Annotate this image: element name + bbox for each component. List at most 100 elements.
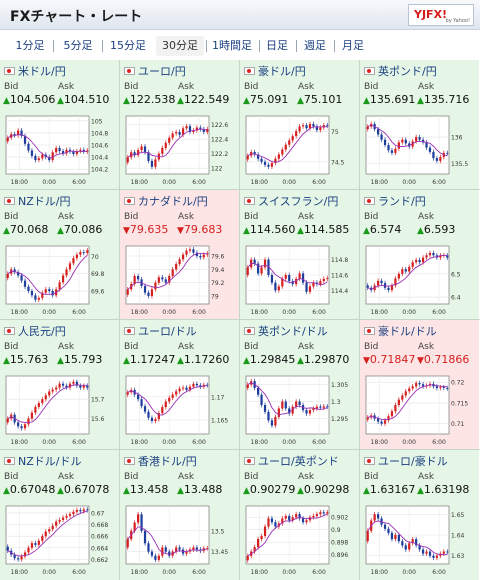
pair-link[interactable]: 人民元/円 (4, 323, 66, 339)
candlestick-chart[interactable]: 0.902 0.9 0.898 0.896 18:00 0:00 6:00 (243, 502, 356, 578)
pair-link[interactable]: 英ポンド/円 (364, 63, 437, 79)
candle-body (154, 282, 157, 290)
flag-icon (244, 457, 255, 465)
bid-value: 1.63167 (363, 483, 416, 496)
candlestick-chart[interactable]: 1.305 1.3 1.295 18:00 0:00 6:00 (243, 372, 356, 448)
candlestick-chart[interactable]: 0.72 0.715 0.71 18:00 0:00 6:00 (363, 372, 476, 448)
pair-link[interactable]: 英ポンド/ドル (244, 323, 328, 339)
candle-body (428, 551, 432, 556)
tab-weekly[interactable]: 週足 (304, 39, 326, 52)
candle-body (147, 543, 150, 552)
candle-body (305, 410, 308, 414)
candle-body (154, 555, 157, 560)
candle-body (380, 134, 383, 140)
candle-body (65, 515, 68, 518)
logo-sub-text: by Yahoo! (445, 18, 470, 24)
candlestick-chart[interactable]: 1.65 1.64 1.63 18:00 0:00 6:00 (363, 502, 476, 578)
pair-link[interactable]: NZドル/円 (4, 193, 70, 209)
rate-card-gbp-usd[interactable]: 英ポンド/ドル Bid Ask1.29845 1.29870 1.305 1.3 1.295… (240, 320, 359, 450)
candlestick-chart[interactable]: 105 104.8 104.6 104.4 104.2 18:00 0:00 6:00 (3, 112, 116, 188)
tab-daily[interactable]: 日足 (266, 39, 288, 52)
candle-body (37, 158, 40, 161)
rate-card-hkd-jpy[interactable]: 香港ドル/円 Bid Ask 13.458 13.488 13.5 13.45 18:00 0:… (120, 450, 239, 580)
rate-card-nzd-usd[interactable]: NZドル/ドル Bid Ask0.67048 0.67078 0.67 0.668 0.66… (0, 450, 119, 580)
rate-card-eur-jpy[interactable]: ユーロ/円 Bid Ask122.538 122.549 122.6 122.4 122.2… (120, 60, 239, 190)
rate-card-eur-gbp[interactable]: ユーロ/英ポンド Bid Ask0.90279 0.90298 0.902 0.9 0.89… (240, 450, 359, 580)
candle-body (270, 420, 274, 426)
candle-body (140, 399, 143, 407)
bid-label: Bid (364, 472, 379, 482)
rate-card-chf-jpy[interactable]: スイスフラン/円BidAsk114.560114.585114.8114.611… (240, 190, 359, 320)
tab-30min[interactable]: 30分足 (156, 36, 204, 56)
x-tick-label: 0:00 (42, 439, 56, 446)
candle-body (72, 511, 75, 515)
bid-label: Bid (4, 82, 19, 92)
candle-body (376, 129, 380, 135)
candlestick-chart[interactable]: 114.8 114.6 114.4 18:00 0:00 6:00 (243, 242, 356, 318)
pair-link[interactable]: スイスフラン/円 (244, 193, 338, 209)
candlestick-chart[interactable]: 136 135.5 18:00 0:00 6:00 (363, 112, 476, 188)
pair-link[interactable]: ユーロ/英ポンド (244, 453, 339, 469)
tab-monthly[interactable]: 月足 (342, 39, 364, 52)
rate-card-zar-jpy[interactable]: ランド/円 Bid Ask 6.574 6.593 6.5 6.4 18:00 0:00 6:00 (360, 190, 479, 320)
candle-body (418, 545, 421, 550)
candlestick-chart[interactable]: 122.6 122.4 122.2 122 18:00 0:00 6:00 (123, 112, 236, 188)
candle-body (23, 135, 27, 144)
candle-body (178, 131, 181, 135)
pair-link[interactable]: 豪ドル/ドル (364, 323, 437, 339)
ask-number: 104.510 (63, 93, 110, 106)
rate-card-cny-jpy[interactable]: 人民元/円 Bid Ask 15.763 15.793 15.7 15.6 18:00 0:00… (0, 320, 119, 450)
candle-body (284, 144, 287, 150)
candlestick-chart[interactable]: 1.17 1.165 18:00 0:00 6:00 (123, 372, 236, 448)
candlestick-chart[interactable]: 6.5 6.4 18:00 0:00 6:00 (363, 242, 476, 318)
rate-card-aud-usd[interactable]: 豪ドル/ドル Bid Ask0.71847 0.71866 0.72 0.715 0.71 1… (360, 320, 479, 450)
pair-link[interactable]: ユーロ/豪ドル (364, 453, 448, 469)
pair-link[interactable]: カナダドル/円 (124, 193, 208, 209)
pair-link[interactable]: 米ドル/円 (4, 63, 66, 79)
y-tick-label: 6.4 (451, 295, 461, 302)
tab-1hour[interactable]: 1時間足 (212, 39, 252, 52)
candlestick-chart[interactable]: 13.5 13.45 18:00 0:00 6:00 (123, 502, 236, 578)
candle-body (86, 385, 89, 388)
candle-body (246, 384, 249, 388)
candlestick-chart[interactable]: 15.7 15.6 18:00 0:00 6:00 (3, 372, 116, 448)
candlestick-chart[interactable]: 0.67 0.668 0.666 0.664 0.662 18:00 0:00 6:00 (3, 502, 116, 578)
ask-number: 15.793 (63, 353, 103, 366)
candle-body (48, 391, 51, 396)
pair-link[interactable]: 豪ドル/円 (244, 63, 306, 79)
rate-card-eur-aud[interactable]: ユーロ/豪ドルBidAsk1.631671.631981.651.641.631… (360, 450, 479, 580)
bid-number: 70.068 (9, 223, 49, 236)
candle-body (41, 399, 44, 404)
tab-15min[interactable]: 15分足 (110, 39, 146, 52)
tab-5min[interactable]: 5分足 (63, 39, 93, 52)
rate-card-aud-jpy[interactable]: 豪ドル/円 Bid Ask 75.091 75.101 75 74.5 18:00 0:00 6:… (240, 60, 359, 190)
pair-link[interactable]: ランド/円 (364, 193, 426, 209)
rate-card-usd-jpy[interactable]: 米ドル/円BidAsk104.506104.510105104.8104.610… (0, 60, 119, 190)
candle-body (72, 151, 75, 155)
tab-separator (53, 40, 54, 52)
candle-body (37, 540, 40, 545)
yjfx-logo[interactable]: YJFX! by Yahoo! (408, 4, 474, 26)
candle-body (394, 405, 397, 412)
bid-label: Bid (124, 82, 139, 92)
pair-link[interactable]: ユーロ/円 (124, 63, 186, 79)
x-tick-label: 6:00 (72, 439, 86, 446)
candle-body (383, 139, 387, 145)
tab-1min[interactable]: 1分足 (15, 39, 45, 52)
candle-body (376, 280, 380, 286)
candlestick-chart[interactable]: 79.6 79.4 79.2 79 18:00 0:00 6:00 (123, 242, 236, 318)
pair-name: 米ドル/円 (18, 65, 66, 78)
pair-link[interactable]: 香港ドル/円 (124, 453, 197, 469)
rate-card-eur-usd[interactable]: ユーロ/ドル Bid Ask1.17247 1.17260 1.17 1.165 18:00… (120, 320, 239, 450)
y-tick-label: 0.715 (451, 400, 468, 407)
rate-card-gbp-jpy[interactable]: 英ポンド/円 Bid Ask135.691 135.716 136 135.5 18:00 0… (360, 60, 479, 190)
candle-body (168, 551, 171, 556)
rate-card-nzd-jpy[interactable]: NZドル/円 Bid Ask 70.068 70.086 70 69.8 69.6 18:00 0… (0, 190, 119, 320)
candle-body (281, 401, 284, 409)
candlestick-chart[interactable]: 75 74.5 18:00 0:00 6:00 (243, 112, 356, 188)
pair-link[interactable]: NZドル/ドル (4, 453, 81, 469)
flag-icon (124, 197, 135, 205)
rate-card-cad-jpy[interactable]: カナダドル/円 Bid Ask 79.635 79.683 79.6 79.4 79.2 79 1… (120, 190, 239, 320)
pair-link[interactable]: ユーロ/ドル (124, 323, 197, 339)
candlestick-chart[interactable]: 70 69.8 69.6 18:00 0:00 6:00 (3, 242, 116, 318)
